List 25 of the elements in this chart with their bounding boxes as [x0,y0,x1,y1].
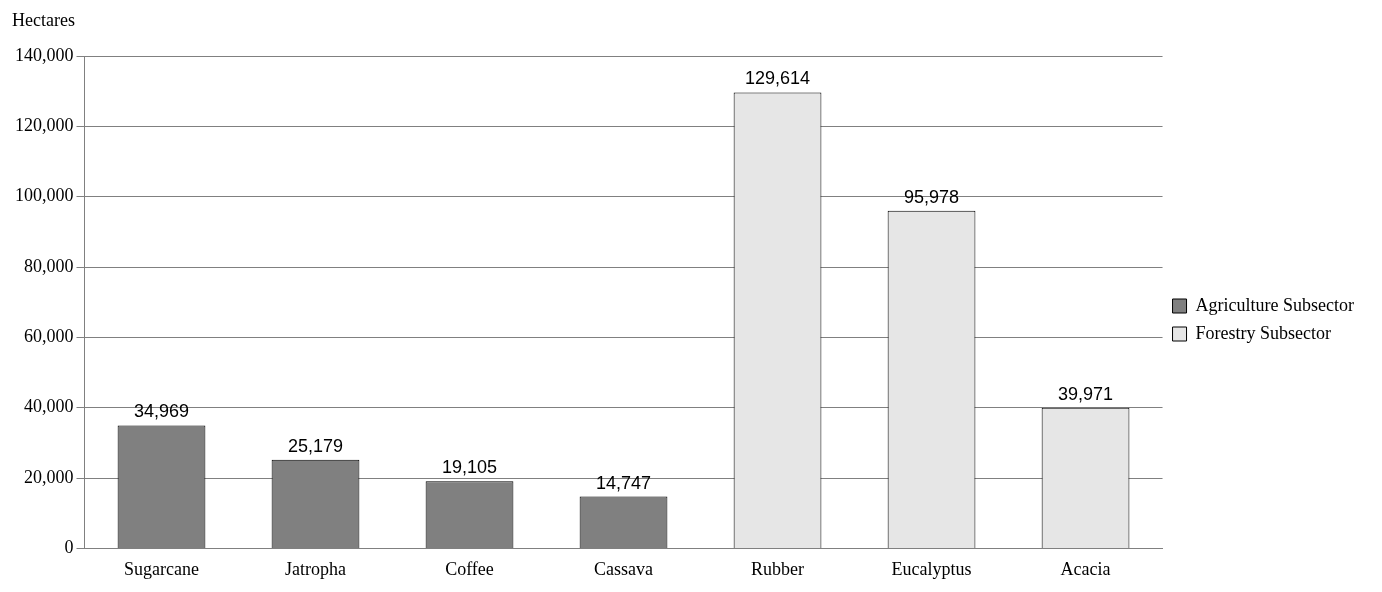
x-tick-label: Coffee [445,558,494,579]
x-tick-label: Eucalyptus [891,558,972,579]
x-tick-label: Cassava [594,558,654,579]
y-tick-label: 120,000 [15,115,74,136]
data-label: 14,747 [595,472,652,493]
data-label: 19,105 [441,457,498,478]
y-tick-label: 140,000 [15,44,74,65]
data-label: 25,179 [287,435,344,456]
x-tick-label: Acacia [1060,558,1111,579]
y-tick-label: 60,000 [24,326,74,347]
y-tick-label: 100,000 [15,185,74,206]
x-tick-label: Jatropha [285,558,347,579]
x-tick-label: Rubber [751,558,805,579]
y-tick-label: 20,000 [24,466,74,487]
y-axis-title: Hectares [12,9,75,30]
y-tick-label: 0 [64,537,74,558]
data-label: 129,614 [744,68,811,89]
data-label: 34,969 [133,401,190,422]
y-tick-label: 40,000 [24,396,74,417]
data-label: 95,978 [904,186,960,207]
legend-label: Agriculture Subsector [1195,294,1355,315]
y-tick-label: 80,000 [24,255,74,276]
x-tick-label: Sugarcane [124,558,199,579]
legend-label: Forestry Subsector [1195,322,1332,343]
data-label: 39,971 [1058,383,1114,404]
